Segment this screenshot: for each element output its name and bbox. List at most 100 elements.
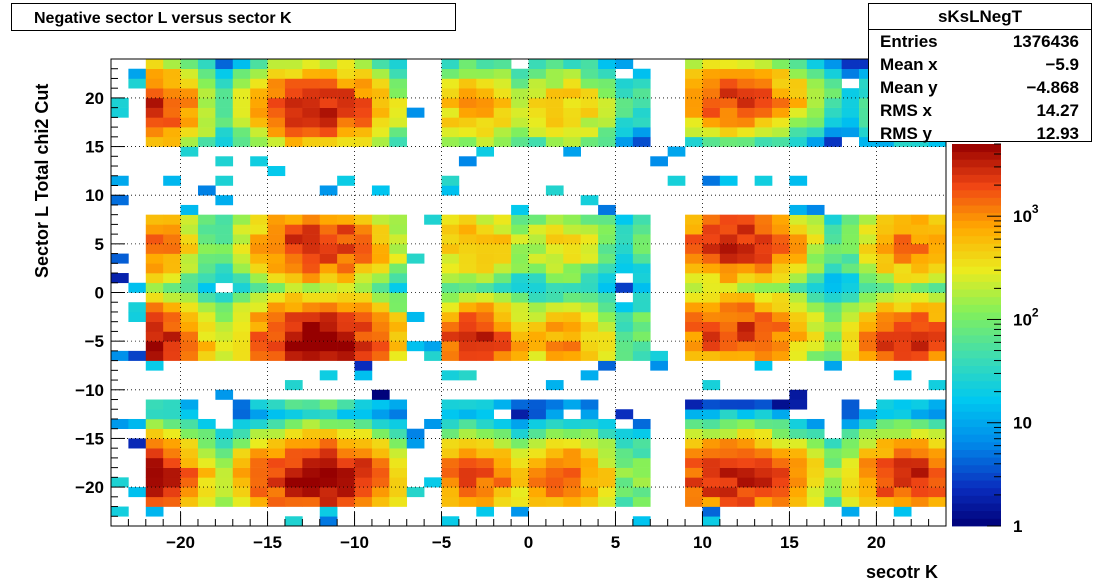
- heatmap-cell: [354, 311, 373, 322]
- heatmap-cell: [267, 438, 286, 449]
- heatmap-cell: [493, 136, 512, 147]
- heatmap-cell: [876, 409, 895, 420]
- heatmap-cell: [111, 506, 129, 517]
- heatmap-cell: [493, 263, 512, 274]
- heatmap-cell: [876, 282, 895, 293]
- heatmap-cell: [441, 97, 460, 108]
- heatmap-cell: [458, 341, 477, 352]
- heatmap-cell: [337, 399, 355, 410]
- heatmap-cell: [719, 224, 738, 235]
- heatmap-cell: [545, 117, 564, 128]
- heatmap-cell: [841, 341, 860, 352]
- heatmap-cell: [493, 68, 512, 79]
- heatmap-cell: [511, 234, 529, 245]
- heatmap-cell: [458, 88, 477, 99]
- stats-label: Mean x: [880, 55, 938, 74]
- heatmap-cell: [302, 59, 321, 70]
- heatmap-cell: [511, 107, 529, 118]
- heatmap-cell: [719, 97, 738, 108]
- heatmap-cell: [841, 214, 860, 225]
- heatmap-cell: [145, 321, 164, 332]
- heatmap-cell: [302, 496, 321, 507]
- heatmap-cell: [319, 282, 338, 293]
- heatmap-cell: [232, 418, 251, 430]
- heatmap-cell: [232, 331, 251, 342]
- heatmap-cell: [267, 97, 286, 108]
- heatmap-cell: [476, 438, 495, 449]
- heatmap-cell: [163, 253, 181, 264]
- heatmap-cell: [789, 418, 808, 430]
- heatmap-cell: [789, 88, 808, 99]
- heatmap-cell: [598, 428, 616, 439]
- heatmap-cell: [737, 273, 755, 284]
- heatmap-cell: [615, 457, 634, 468]
- heatmap-cell: [371, 418, 390, 430]
- heatmap-cell: [232, 136, 251, 147]
- heatmap-cell: [284, 496, 303, 507]
- heatmap-cell: [354, 59, 373, 70]
- heatmap-cell: [772, 409, 790, 420]
- heatmap-cell: [841, 243, 860, 254]
- heatmap-cell: [545, 136, 564, 147]
- heatmap-cell: [128, 350, 147, 361]
- colorbar-segment: [952, 197, 1001, 206]
- heatmap-cell: [911, 311, 929, 322]
- heatmap-cell: [876, 292, 895, 303]
- heatmap-cell: [598, 68, 616, 79]
- heatmap-cell: [458, 243, 477, 254]
- heatmap-cell: [232, 107, 251, 118]
- heatmap-cell: [145, 97, 164, 108]
- heatmap-cell: [841, 487, 860, 498]
- heatmap-cell: [197, 253, 216, 264]
- heatmap-cell: [511, 496, 529, 507]
- heatmap-cell: [737, 321, 755, 332]
- heatmap-cell: [702, 409, 721, 420]
- heatmap-cell: [128, 282, 147, 293]
- heatmap-cell: [145, 234, 164, 245]
- heatmap-cell: [580, 107, 599, 118]
- heatmap-cell: [197, 68, 216, 79]
- heatmap-cell: [180, 146, 199, 157]
- heatmap-cell: [545, 409, 564, 420]
- heatmap-cell: [458, 117, 477, 128]
- colorbar-segment: [952, 212, 1001, 221]
- heatmap-cell: [754, 175, 773, 186]
- heatmap-cell: [772, 78, 790, 89]
- heatmap-cell: [511, 506, 529, 517]
- heatmap-cell: [598, 282, 616, 293]
- heatmap-cell: [806, 302, 825, 313]
- heatmap-cell: [145, 409, 164, 420]
- heatmap-cell: [128, 302, 147, 313]
- heatmap-cell: [545, 341, 564, 352]
- heatmap-cell: [493, 341, 512, 352]
- heatmap-cell: [215, 253, 234, 264]
- colorbar-segment: [952, 258, 1001, 267]
- heatmap-cell: [319, 88, 338, 99]
- heatmap-cell: [876, 448, 895, 459]
- heatmap-cell: [284, 438, 303, 449]
- heatmap-cell: [911, 273, 929, 284]
- heatmap-cell: [806, 321, 825, 332]
- heatmap-cell: [354, 243, 373, 254]
- heatmap-cell: [267, 127, 286, 138]
- heatmap-cell: [197, 243, 216, 254]
- heatmap-cell: [806, 234, 825, 245]
- heatmap-cell: [598, 418, 616, 430]
- heatmap-cell: [702, 496, 721, 507]
- heatmap-cell: [180, 467, 199, 478]
- heatmap-cell: [493, 292, 512, 303]
- heatmap-cell: [580, 243, 599, 254]
- heatmap-cell: [598, 117, 616, 128]
- heatmap-cell: [563, 438, 581, 449]
- heatmap-cell: [145, 350, 164, 361]
- heatmap-cell: [841, 331, 860, 342]
- heatmap-cell: [719, 127, 738, 138]
- heatmap-cell: [284, 350, 303, 361]
- heatmap-cell: [598, 78, 616, 89]
- colorbar-segment: [952, 373, 1001, 382]
- heatmap-cell: [389, 448, 408, 459]
- heatmap-cell: [284, 380, 303, 391]
- heatmap-cell: [719, 477, 738, 488]
- heatmap-cell: [859, 136, 877, 147]
- heatmap-cell: [911, 418, 929, 430]
